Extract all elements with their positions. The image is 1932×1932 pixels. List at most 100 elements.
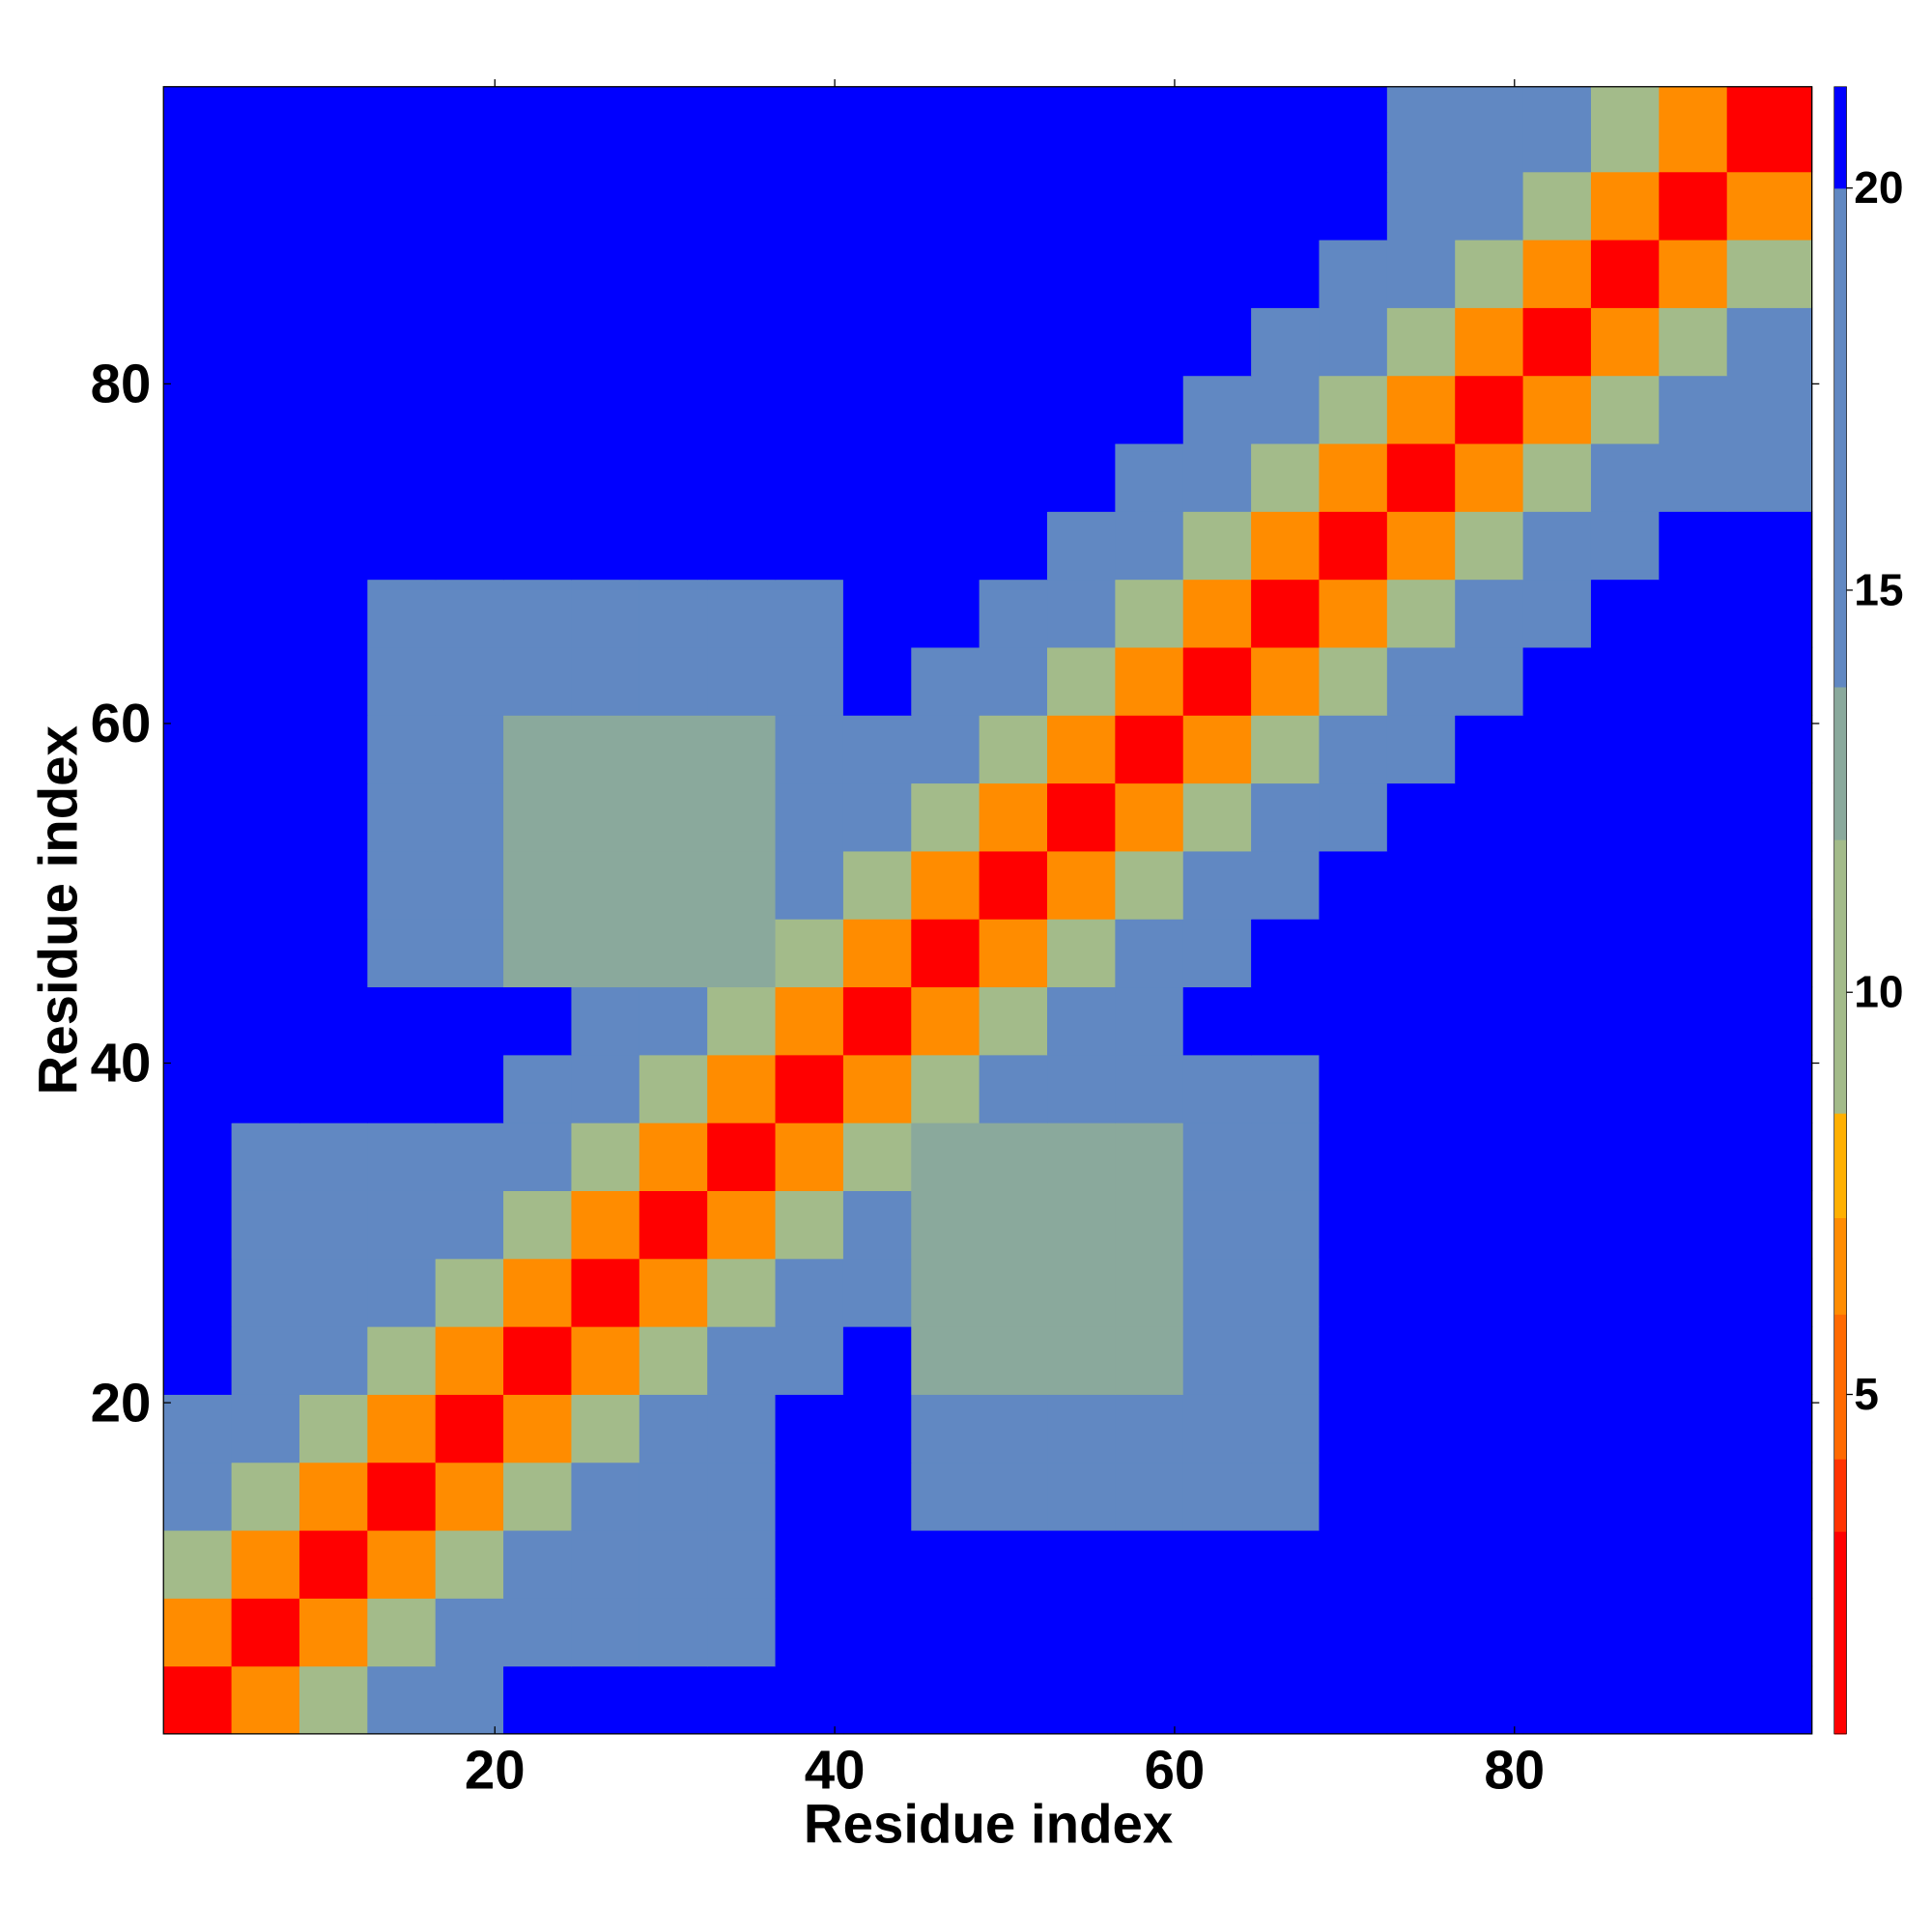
heatmap-cell (707, 919, 777, 988)
heatmap-cell (1319, 1122, 1388, 1191)
heatmap-cell (435, 1462, 504, 1531)
heatmap-cell (435, 1665, 504, 1735)
heatmap-cell (639, 1598, 708, 1667)
heatmap-cell (1115, 646, 1184, 716)
heatmap-cell (1115, 1258, 1184, 1327)
heatmap-cell (707, 1529, 777, 1599)
heatmap-cell (367, 86, 437, 173)
heatmap-cell (367, 171, 437, 241)
heatmap-cell (842, 1054, 912, 1123)
heatmap-cell (1522, 1190, 1592, 1260)
heatmap-cell (1726, 1598, 1813, 1667)
heatmap-cell (1115, 86, 1184, 173)
heatmap-cell (1047, 782, 1117, 852)
colorbar-band (1833, 839, 1847, 1114)
heatmap-cell (571, 1258, 640, 1327)
heatmap-cell (1047, 171, 1117, 241)
heatmap-cell (1590, 1529, 1660, 1599)
heatmap-cell (639, 171, 708, 241)
heatmap-cell (911, 646, 980, 716)
heatmap-cell (367, 1054, 437, 1123)
heatmap-cell (1659, 1190, 1728, 1260)
heatmap-cell (1319, 1462, 1388, 1531)
heatmap-cell (775, 239, 844, 308)
heatmap-cell (367, 1462, 437, 1531)
heatmap-cell (707, 239, 777, 308)
heatmap-cell (571, 375, 640, 444)
heatmap-cell (1047, 86, 1117, 173)
heatmap-cell (231, 375, 300, 444)
heatmap-cell (1319, 1394, 1388, 1463)
heatmap-cell (1726, 239, 1813, 308)
heatmap-cell (842, 715, 912, 784)
heatmap-cell (1251, 1462, 1321, 1531)
heatmap-cell (1047, 1598, 1117, 1667)
heatmap-cell (1455, 1394, 1524, 1463)
heatmap-cell (842, 1462, 912, 1531)
heatmap-cell (1522, 1665, 1592, 1735)
heatmap-cell (163, 511, 233, 581)
heatmap-cell (842, 307, 912, 377)
heatmap-cell (1726, 86, 1813, 173)
heatmap-cell (435, 1122, 504, 1191)
heatmap-cell (1115, 1462, 1184, 1531)
heatmap-cell (435, 1190, 504, 1260)
heatmap-cell (1047, 1394, 1117, 1463)
heatmap-cell (163, 1325, 233, 1395)
heatmap-cell (1726, 511, 1813, 581)
heatmap-cell (1319, 375, 1388, 444)
heatmap-cell (503, 1258, 573, 1327)
heatmap-cell (1522, 1462, 1592, 1531)
heatmap-cell (1251, 782, 1321, 852)
heatmap-cell (911, 850, 980, 920)
heatmap-cell (639, 1394, 708, 1463)
heatmap-cell (639, 986, 708, 1056)
colorbar-band (1833, 1113, 1847, 1218)
heatmap-cell (1115, 919, 1184, 988)
heatmap-cell (1386, 86, 1456, 173)
heatmap-cell (1455, 1190, 1524, 1260)
heatmap-cell (775, 1394, 844, 1463)
heatmap-cell (1319, 239, 1388, 308)
heatmap-cell (979, 782, 1048, 852)
heatmap-cell (1182, 86, 1252, 173)
heatmap-cell (571, 782, 640, 852)
heatmap-cell (231, 1122, 300, 1191)
heatmap-cell (1659, 1122, 1728, 1191)
heatmap-cell (1522, 579, 1592, 648)
heatmap-cell (775, 715, 844, 784)
heatmap-cell (1659, 986, 1728, 1056)
heatmap-cell (707, 442, 777, 512)
colorbar-band (1833, 1459, 1847, 1532)
heatmap-cell (1522, 919, 1592, 988)
heatmap-cell (163, 307, 233, 377)
heatmap-cell (639, 1122, 708, 1191)
heatmap-cell (1590, 442, 1660, 512)
heatmap-cell (435, 715, 504, 784)
heatmap-cell (1115, 850, 1184, 920)
heatmap-cell (1590, 1462, 1660, 1531)
heatmap-cell (1726, 1122, 1813, 1191)
heatmap-cell (1047, 1325, 1117, 1395)
heatmap-cell (1522, 1394, 1592, 1463)
heatmap-cell (571, 1325, 640, 1395)
heatmap-cell (1251, 579, 1321, 648)
heatmap-cell (979, 986, 1048, 1056)
heatmap-cell (842, 86, 912, 173)
heatmap-cell (775, 850, 844, 920)
heatmap-cell (1047, 375, 1117, 444)
heatmap-cell (1386, 307, 1456, 377)
heatmap-cell (979, 1598, 1048, 1667)
heatmap-cell (1455, 782, 1524, 852)
heatmap-cell (1319, 1665, 1388, 1735)
heatmap-cell (503, 1054, 573, 1123)
heatmap-cell (298, 1054, 368, 1123)
heatmap-cell (163, 171, 233, 241)
heatmap-cell (367, 715, 437, 784)
heatmap-cell (298, 1665, 368, 1735)
heatmap-cell (298, 239, 368, 308)
heatmap-cell (1182, 1325, 1252, 1395)
heatmap-cell (571, 171, 640, 241)
heatmap-cell (1522, 1325, 1592, 1395)
heatmap-cell (842, 1394, 912, 1463)
